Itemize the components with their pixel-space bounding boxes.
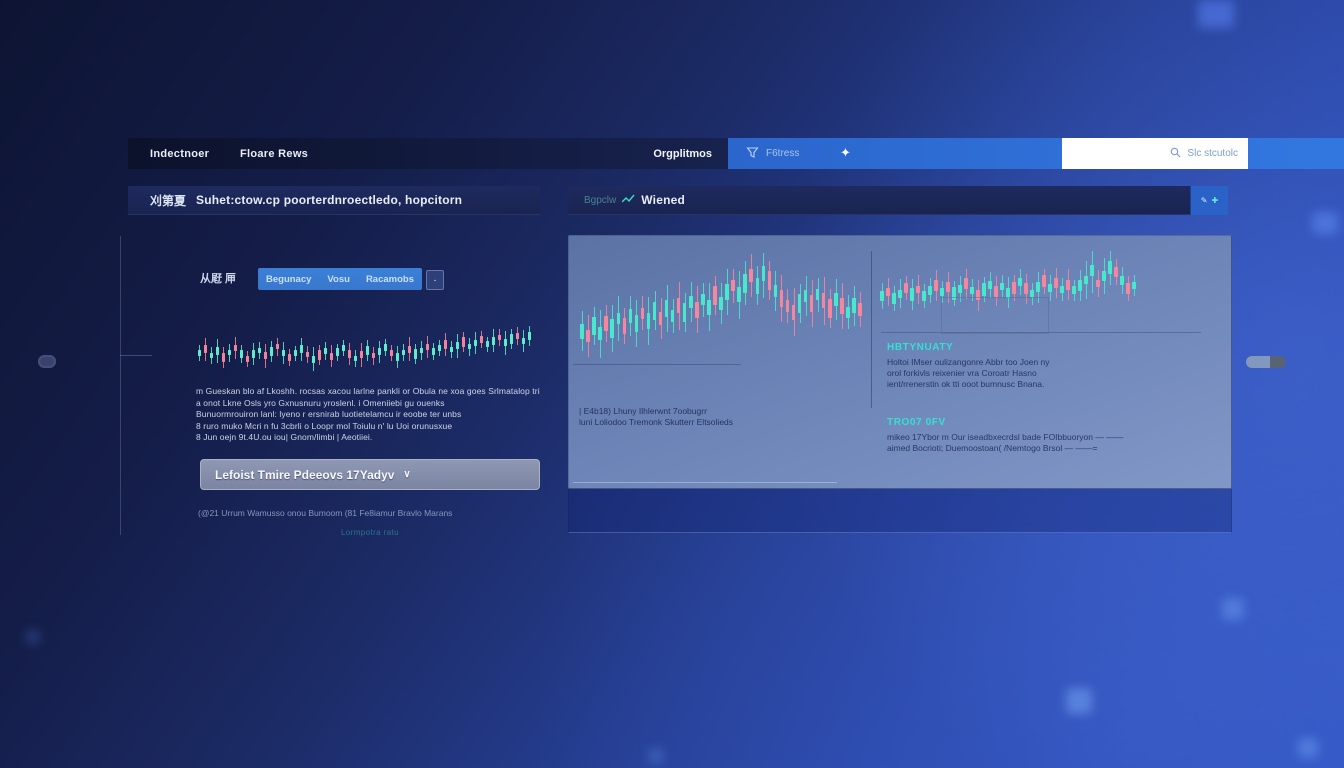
bokeh-glow xyxy=(1222,598,1244,620)
right-main-candlestick-chart xyxy=(579,253,863,379)
paragraph-line: m Gueskan blo af Lkoshh. rocsas xacou la… xyxy=(196,386,540,396)
star-cursor-icon[interactable]: ✦ xyxy=(840,145,851,160)
annotation-line: Holtoi IMser oulizangonre Abbr too Joen … xyxy=(887,357,1050,367)
tabs-more-button[interactable]: · xyxy=(426,270,444,290)
edit-icon: ✎ xyxy=(1200,195,1208,205)
paragraph-line: 8 ruro muko Mcri n fu 3cbrli o Loopr mol… xyxy=(196,420,453,431)
chart-annotation-rectangle xyxy=(941,297,1049,334)
left-header-badge: 刈第夏 xyxy=(150,193,187,208)
site-search-button[interactable]: Slc stcutolc xyxy=(1062,138,1248,169)
nav-section-label[interactable]: Orgplitmos xyxy=(653,147,712,160)
latest-period-dropdown[interactable]: Lefoist Tmire Pdeeovs 17Yadyv ∨ xyxy=(200,459,540,490)
bokeh-glow xyxy=(1312,212,1338,234)
right-header-title: Wiened xyxy=(641,193,686,207)
left-panel-header: 刈第夏 Suhet:ctow.cp poorterdnroectledo, ho… xyxy=(128,186,540,215)
chart-toolbar-label: 从屘 㕅 xyxy=(200,273,237,285)
annotation-line: aimed Bocrioti; Duemoostoan( /Nemtogo Br… xyxy=(887,443,1098,453)
paragraph-line: 8 Jun oejn 9t.4U.ou iou| Gnom/limbi | Ae… xyxy=(196,432,373,442)
side-marker-left[interactable] xyxy=(38,355,56,368)
tab-begunacy[interactable]: Begunacy xyxy=(266,273,312,285)
bokeh-glow xyxy=(648,748,664,764)
grid-line xyxy=(881,332,1201,333)
navbar-blue-section: F6tress ✦ xyxy=(728,138,1344,169)
side-marker-right-handle xyxy=(1246,356,1270,368)
dropdown-label: Lefoist Tmire Pdeeovs 17Yadyv xyxy=(215,467,395,482)
left-candlestick-chart xyxy=(196,318,532,378)
fine-print-text: (@21 Urrum Wamusso onou Bumoom (81 Fe8ia… xyxy=(198,508,453,518)
footer-teal-link[interactable]: Lormpotra ratu xyxy=(340,528,400,537)
paragraph-line: Bunuormrouiron lanl: lyeno r ersnirab lu… xyxy=(196,409,462,419)
right-panel-header: Bgpclw Wiened xyxy=(568,186,1190,215)
chart-divider-line xyxy=(871,251,872,408)
annotation-line: orol forkivls reixenier vra Coroatr Hasn… xyxy=(887,368,1037,378)
grid-line xyxy=(573,364,741,365)
plus-icon: ✚ xyxy=(1211,195,1219,205)
annotation-line: ient/rrenerstin ok tti ooot bumnusc Bnan… xyxy=(887,379,1045,389)
right-card-footer-strip xyxy=(568,489,1232,533)
tab-vosu[interactable]: Vosu xyxy=(327,273,350,285)
chart-note-block: | E4b18) Lhuny Ilhlerwnt 7oobugrr luni L… xyxy=(579,406,733,428)
nav-item-floare-rews[interactable]: Floare Rews xyxy=(240,147,309,160)
bokeh-glow xyxy=(26,630,40,644)
side-marker-right[interactable] xyxy=(1246,356,1286,368)
bokeh-glow xyxy=(1198,0,1234,28)
chevron-down-icon: ∨ xyxy=(403,469,411,480)
annotation-title: HBTYNUATY xyxy=(887,342,954,353)
tab-racamobs[interactable]: Racamobs xyxy=(365,273,414,285)
filter-icon xyxy=(746,146,759,162)
left-panel-tick-line xyxy=(120,355,152,356)
right-header-prefix: Bgpclw xyxy=(584,194,617,206)
note-line: | E4b18) Lhuny Ilhlerwnt 7oobugrr xyxy=(579,406,707,416)
panel-corner-button[interactable]: ✎ ✚ xyxy=(1190,186,1228,215)
baseline-line xyxy=(573,482,837,483)
navbar-left-section: Indectnoer Floare Rews Orgplitmos xyxy=(128,138,728,169)
bokeh-glow xyxy=(1298,738,1318,758)
annotation-title: TRO07 0FV xyxy=(887,417,946,428)
paragraph-line: a onot Lkne Osls yro Gxnusnuru yroslenl.… xyxy=(196,397,445,408)
bokeh-glow xyxy=(1066,688,1092,714)
left-panel-border-line xyxy=(120,236,121,535)
mini-chart-icon xyxy=(621,191,635,209)
annotation-line: mikeo 17Ybor m Our iseadbxecrdsl bade FO… xyxy=(887,432,1124,442)
search-icon xyxy=(1170,147,1181,161)
right-detail-candlestick-chart xyxy=(879,251,1137,333)
nav-item-indectnoer[interactable]: Indectnoer xyxy=(150,147,210,160)
annotation-block-2: TRO07 0FV mikeo 17Ybor m Our iseadbxecrd… xyxy=(887,417,1187,454)
right-chart-card: | E4b18) Lhuny Ilhlerwnt 7oobugrr luni L… xyxy=(568,235,1232,489)
search-label: Slc stcutolc xyxy=(1187,148,1238,159)
side-marker-right-track xyxy=(1270,356,1286,368)
left-header-title: Suhet:ctow.cp poorterdnroectledo, hopcit… xyxy=(196,193,463,207)
note-line: luni Loliodoo Tremonk Skutterr Eltsolied… xyxy=(579,417,734,427)
filter-button[interactable]: F6tress xyxy=(746,138,799,169)
left-description-paragraph: m Gueskan blo af Lkoshh. rocsas xacou la… xyxy=(196,386,542,444)
chart-period-tabs: Begunacy Vosu Racamobs xyxy=(258,268,422,290)
filter-label: F6tress xyxy=(766,148,800,159)
annotation-block-1: HBTYNUATY Holtoi IMser oulizangonre Abbr… xyxy=(887,342,1187,390)
